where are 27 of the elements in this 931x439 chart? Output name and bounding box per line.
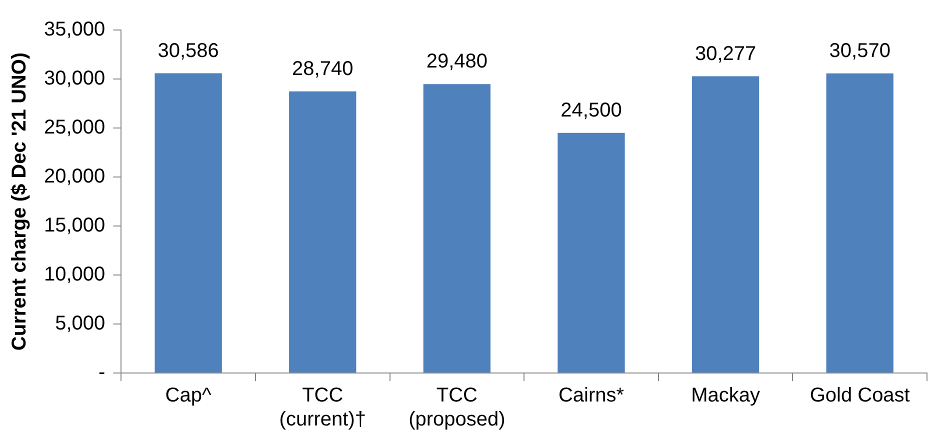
y-axis-title: Current charge ($ Dec '21 UNO)	[8, 52, 31, 351]
bar	[154, 73, 222, 372]
x-tick-label: Gold Coast	[810, 384, 910, 407]
data-label: 28,740	[292, 58, 354, 80]
x-tick-label: Mackay	[691, 384, 760, 407]
y-tick-label: 30,000	[44, 68, 106, 90]
data-label: 24,500	[560, 99, 622, 122]
x-tick-label: TCC (proposed)	[408, 384, 506, 431]
y-tick-label: 25,000	[44, 116, 106, 139]
data-label: 30,277	[694, 42, 756, 65]
data-label: 29,480	[426, 50, 488, 73]
bar	[558, 132, 625, 372]
bar	[423, 84, 491, 372]
data-label: 30,586	[158, 40, 219, 62]
data-label: 30,570	[829, 40, 890, 62]
y-tick-label: 10,000	[44, 264, 106, 286]
x-tick-label: Cairns*	[558, 384, 624, 407]
y-tick-label: 35,000	[44, 18, 106, 41]
y-tick-label: 5,000	[55, 312, 106, 335]
y-tick-label: -	[98, 362, 106, 384]
bar	[289, 91, 356, 372]
x-tick-label: Cap^	[165, 384, 212, 407]
bar	[692, 76, 760, 372]
x-tick-label: TCC (current)†	[279, 384, 366, 431]
y-tick-label: 15,000	[44, 214, 106, 237]
y-tick-label: 20,000	[44, 166, 106, 188]
bar	[826, 73, 894, 372]
